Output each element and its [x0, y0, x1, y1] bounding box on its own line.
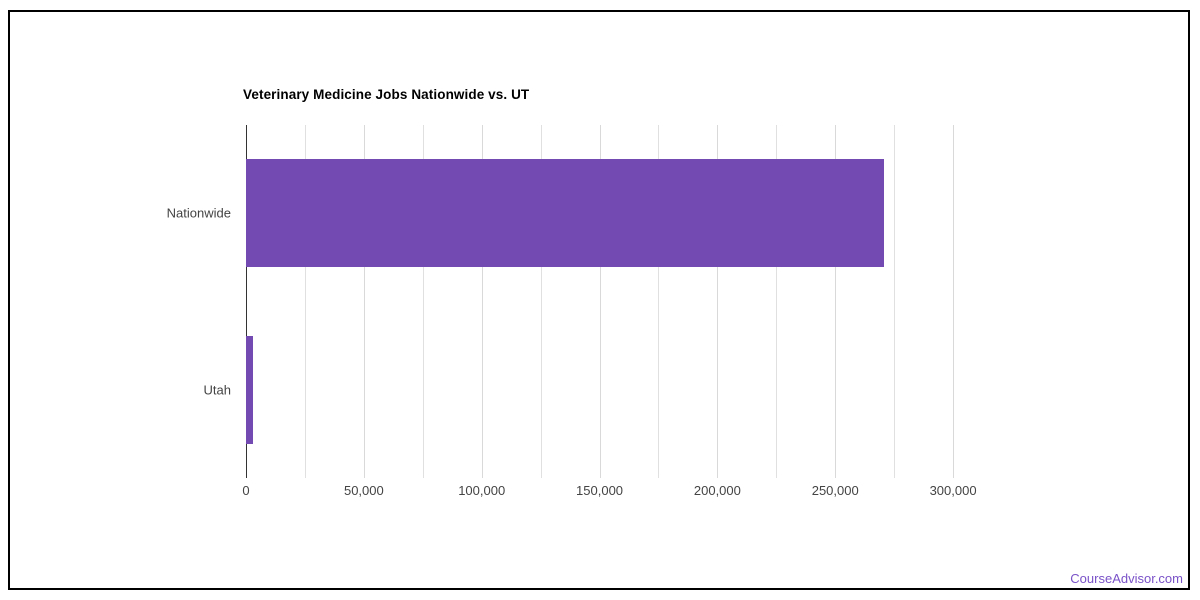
gridline — [422, 125, 424, 478]
gridline — [894, 125, 896, 478]
y-axis-category-labels: Nationwide Utah — [0, 125, 231, 478]
gridline — [658, 125, 660, 478]
y-axis-baseline — [246, 125, 247, 478]
x-tick-label: 150,000 — [576, 483, 624, 498]
x-tick-label: 300,000 — [929, 483, 977, 498]
bar-nationwide — [246, 159, 884, 268]
gridline — [540, 125, 542, 478]
gridline — [776, 125, 778, 478]
gridline — [835, 125, 837, 478]
x-tick-label: 250,000 — [811, 483, 859, 498]
x-tick-label: 200,000 — [693, 483, 741, 498]
x-tick-label: 100,000 — [458, 483, 506, 498]
gridline — [599, 125, 601, 478]
gridline — [717, 125, 719, 478]
x-axis-tick-labels: 0 50,000 100,000 150,000 200,000 250,000 300,0… — [242, 483, 1012, 503]
gridline — [953, 125, 955, 478]
chart-title: Veterinary Medicine Jobs Nationwide vs. … — [243, 87, 530, 102]
category-label-nationwide: Nationwide — [166, 205, 231, 221]
gridline — [304, 125, 306, 478]
bar-utah — [246, 335, 254, 444]
plot-area — [246, 125, 1012, 478]
category-label-utah: Utah — [203, 382, 231, 398]
x-tick-label: 50,000 — [343, 483, 384, 498]
attribution-link[interactable]: CourseAdvisor.com — [1070, 571, 1183, 586]
gridline — [481, 125, 483, 478]
x-tick-label: 0 — [242, 483, 250, 498]
gridline — [363, 125, 365, 478]
